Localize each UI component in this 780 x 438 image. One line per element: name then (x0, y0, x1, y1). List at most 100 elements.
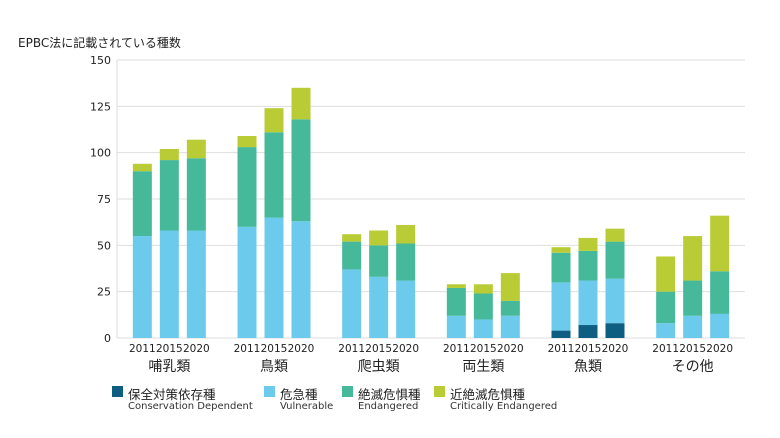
bar-segment (605, 278, 625, 324)
legend-label: 近絶滅危惧種 (450, 387, 526, 402)
legend-swatch (264, 386, 275, 397)
bar-segment (237, 147, 257, 227)
bar-segment (500, 315, 520, 338)
y-tick-label: 100 (90, 147, 111, 160)
x-year-label: 2015 (679, 343, 706, 355)
bar-segment (446, 315, 466, 338)
bar-segment (369, 245, 389, 277)
bar-segment (710, 215, 730, 272)
bar-segment (342, 234, 362, 242)
bar-segment (605, 323, 625, 338)
bar-segment (578, 325, 598, 338)
x-year-label: 2015 (470, 343, 497, 355)
x-year-label: 2020 (183, 343, 210, 355)
bar-segment (551, 282, 571, 331)
bar-segment (446, 284, 466, 288)
bar-segment (369, 276, 389, 338)
bar-segment (342, 269, 362, 338)
x-year-label: 2015 (575, 343, 602, 355)
bar-segment (186, 230, 206, 338)
x-year-label: 2011 (652, 343, 679, 355)
bar-segment (551, 247, 571, 253)
bar-segment (710, 271, 730, 314)
legend-swatch (434, 386, 445, 397)
y-tick-label: 150 (90, 54, 111, 67)
x-year-label: 2011 (443, 343, 470, 355)
bar-segment (605, 241, 625, 279)
x-group-label: 魚類 (574, 359, 602, 375)
bar-segment (291, 221, 311, 338)
bar-segment (237, 135, 257, 148)
x-group-label: その他 (672, 359, 714, 375)
bar-segment (683, 236, 703, 281)
x-year-label: 2015 (365, 343, 392, 355)
x-year-label: 2020 (497, 343, 524, 355)
bar-segment (578, 250, 598, 281)
x-year-label: 2015 (261, 343, 288, 355)
x-year-label: 2011 (548, 343, 575, 355)
y-axis-title: EPBC法に記載されている種数 (18, 36, 181, 50)
y-axis-ticks: 0 25 50 75 100 125 150 (90, 54, 111, 345)
bar-segment (132, 163, 152, 172)
bar-segment (578, 237, 598, 251)
y-tick-label: 50 (97, 239, 111, 252)
x-group-label: 爬虫類 (358, 359, 400, 375)
x-group-label: 哺乳類 (148, 359, 190, 375)
bar-segment (446, 287, 466, 316)
legend-label-en: Vulnerable (280, 401, 334, 412)
bar-segment (159, 160, 179, 231)
x-group-label: 両生類 (462, 359, 504, 375)
y-tick-label: 25 (97, 286, 111, 299)
bar-segment (500, 273, 520, 301)
bar-segment (578, 280, 598, 326)
x-year-label: 2020 (288, 343, 315, 355)
y-tick-label: 0 (104, 332, 111, 345)
bar-segment (710, 313, 730, 338)
bars (132, 87, 730, 338)
bar-segment (605, 228, 625, 242)
bar-segment (656, 256, 676, 292)
legend-swatch (112, 386, 123, 397)
bar-segment (683, 280, 703, 316)
bar-segment (656, 291, 676, 324)
bar-segment (656, 323, 676, 338)
bar-segment (473, 293, 493, 320)
x-year-label: 2020 (602, 343, 629, 355)
legend-label: 危急種 (280, 387, 318, 402)
bar-segment (369, 230, 389, 246)
gridlines (116, 59, 745, 339)
bar-segment (237, 226, 257, 338)
legend-label-en: Endangered (358, 401, 419, 412)
bar-segment (500, 300, 520, 316)
legend-label-en: Conservation Dependent (128, 401, 253, 412)
bar-segment (551, 252, 571, 283)
bar-segment (186, 158, 206, 231)
x-year-label: 2015 (156, 343, 183, 355)
legend-swatch (342, 386, 353, 397)
bar-segment (264, 108, 284, 133)
bar-segment (473, 319, 493, 338)
bar-segment (132, 171, 152, 237)
x-year-label: 2020 (392, 343, 419, 355)
bar-segment (132, 236, 152, 338)
bar-segment (264, 217, 284, 338)
bar-segment (186, 139, 206, 159)
bar-segment (396, 280, 416, 338)
x-year-label: 2020 (706, 343, 733, 355)
bar-segment (159, 148, 179, 161)
bar-segment (473, 284, 493, 294)
bar-segment (291, 87, 311, 120)
bar-segment (683, 315, 703, 338)
legend-label: 保全対策依存種 (128, 387, 216, 402)
bar-segment (159, 230, 179, 338)
bar-segment (291, 119, 311, 222)
legend-label-en: Critically Endangered (450, 401, 558, 412)
x-year-label: 2011 (129, 343, 156, 355)
bar-segment (551, 330, 571, 338)
x-group-label: 鳥類 (260, 359, 288, 375)
x-year-label: 2011 (234, 343, 261, 355)
y-tick-label: 125 (90, 100, 111, 113)
y-tick-label: 75 (97, 193, 111, 206)
